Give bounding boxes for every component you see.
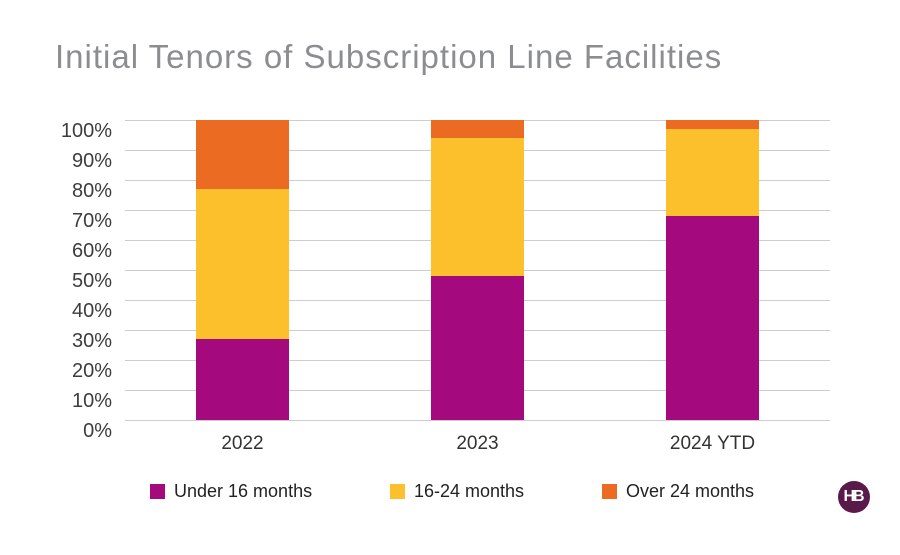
hb-logo-text: HB bbox=[843, 488, 864, 505]
x-axis-label: 2023 bbox=[456, 433, 499, 454]
y-tick-label: 0% bbox=[83, 420, 112, 442]
bar-slot bbox=[360, 120, 595, 420]
bar-segment-16-24-months bbox=[666, 129, 759, 216]
legend-label: Over 24 months bbox=[625, 481, 754, 501]
bar-2024-ytd bbox=[666, 120, 759, 420]
x-axis-label: 2022 bbox=[221, 433, 264, 454]
bar-2022 bbox=[196, 120, 289, 420]
bar-segment-under-16-months bbox=[431, 276, 524, 420]
y-tick-label: 60% bbox=[71, 240, 112, 262]
bar-segment-over-24-months bbox=[196, 120, 289, 189]
bar-segment-under-16-months bbox=[666, 216, 759, 420]
legend-item: Under 16 months bbox=[150, 481, 312, 502]
y-tick-label: 10% bbox=[71, 390, 112, 412]
legend-item: 16-24 months bbox=[389, 481, 525, 502]
bar-segment-16-24-months bbox=[196, 189, 289, 339]
legend-swatch bbox=[389, 484, 405, 499]
bar-segment-over-24-months bbox=[431, 120, 524, 138]
bar-slot bbox=[595, 120, 830, 420]
bar-group bbox=[125, 120, 830, 420]
bar-segment-16-24-months bbox=[431, 138, 524, 276]
hb-logo: HB bbox=[838, 481, 870, 513]
gridline bbox=[125, 419, 830, 421]
y-tick-label: 70% bbox=[71, 210, 112, 232]
legend-label: Under 16 months bbox=[174, 481, 313, 501]
bar-segment-under-16-months bbox=[196, 339, 289, 420]
y-tick-label: 40% bbox=[71, 300, 112, 322]
legend-swatch bbox=[150, 484, 165, 499]
bar-slot bbox=[125, 120, 360, 420]
x-axis: 2022 2023 2024 YTD bbox=[125, 433, 830, 455]
legend-label: 16-24 months bbox=[413, 481, 525, 501]
legend-swatch bbox=[601, 484, 617, 499]
y-tick-label: 30% bbox=[71, 330, 112, 352]
x-axis-label: 2024 YTD bbox=[669, 433, 756, 454]
bar-2023 bbox=[431, 120, 524, 420]
plot-area bbox=[125, 119, 830, 421]
y-tick-label: 90% bbox=[71, 150, 112, 172]
y-tick-label: 100% bbox=[60, 120, 112, 142]
y-axis: 0% 10% 20% 30% 40% 50% 60% 70% 80% 90% 100% bbox=[30, 120, 112, 442]
y-tick-label: 20% bbox=[71, 360, 112, 382]
y-tick-label: 50% bbox=[71, 270, 112, 292]
y-tick-label: 80% bbox=[71, 180, 112, 202]
chart-title: Initial Tenors of Subscription Line Faci… bbox=[55, 38, 723, 75]
legend: Under 16 months 16-24 months Over 24 month… bbox=[150, 481, 754, 502]
bar-segment-over-24-months bbox=[666, 120, 759, 129]
legend-item: Over 24 months bbox=[601, 481, 754, 502]
